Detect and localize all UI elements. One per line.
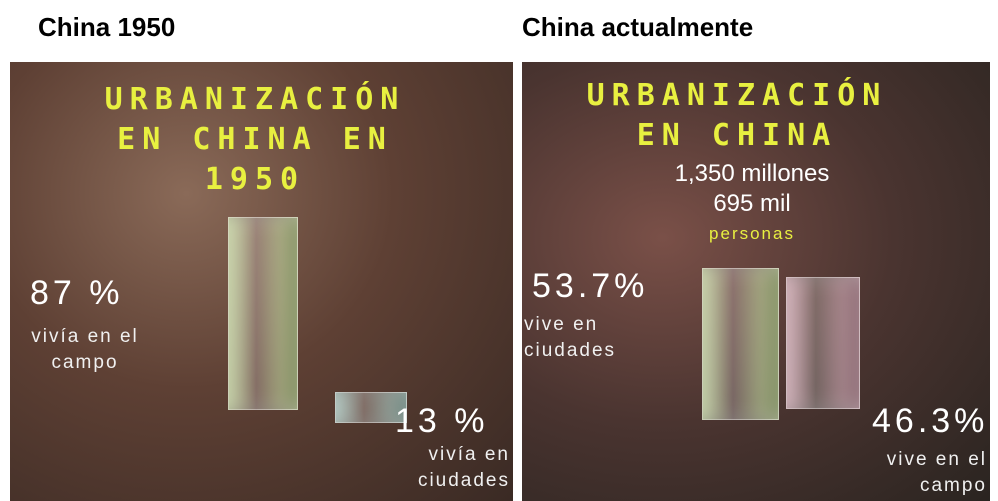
category-label: vive en el campo: [886, 449, 987, 496]
bar: [702, 267, 779, 420]
value-label: 53.7%: [532, 267, 649, 305]
annotation: personas: [709, 224, 795, 243]
value-label: 87 %: [30, 274, 124, 312]
video-frame: URBANIZACIÓN EN CHINA 1,350 millones 695 m…: [522, 62, 990, 501]
video-frame: URBANIZACIÓN EN CHINA EN 1950 87 % vivía e…: [10, 62, 513, 501]
chart-title: URBANIZACIÓN EN CHINA EN 1950: [104, 82, 406, 197]
chart-title: URBANIZACIÓN EN CHINA: [586, 78, 888, 153]
bar: [335, 392, 407, 423]
category-label: vivía en el campo: [31, 326, 139, 373]
bar: [786, 277, 860, 409]
category-label: vive en ciudades: [524, 314, 617, 361]
value-label: 46.3%: [872, 402, 989, 440]
category-label: vivía en ciudades: [417, 444, 510, 491]
value-label: 13 %: [395, 402, 489, 440]
panel-heading: China 1950: [38, 12, 176, 42]
bar: [228, 216, 298, 410]
annotation: 695 mil: [713, 190, 791, 217]
annotation: 1,350 millones: [674, 160, 830, 187]
panel-heading: China actualmente: [522, 12, 754, 42]
